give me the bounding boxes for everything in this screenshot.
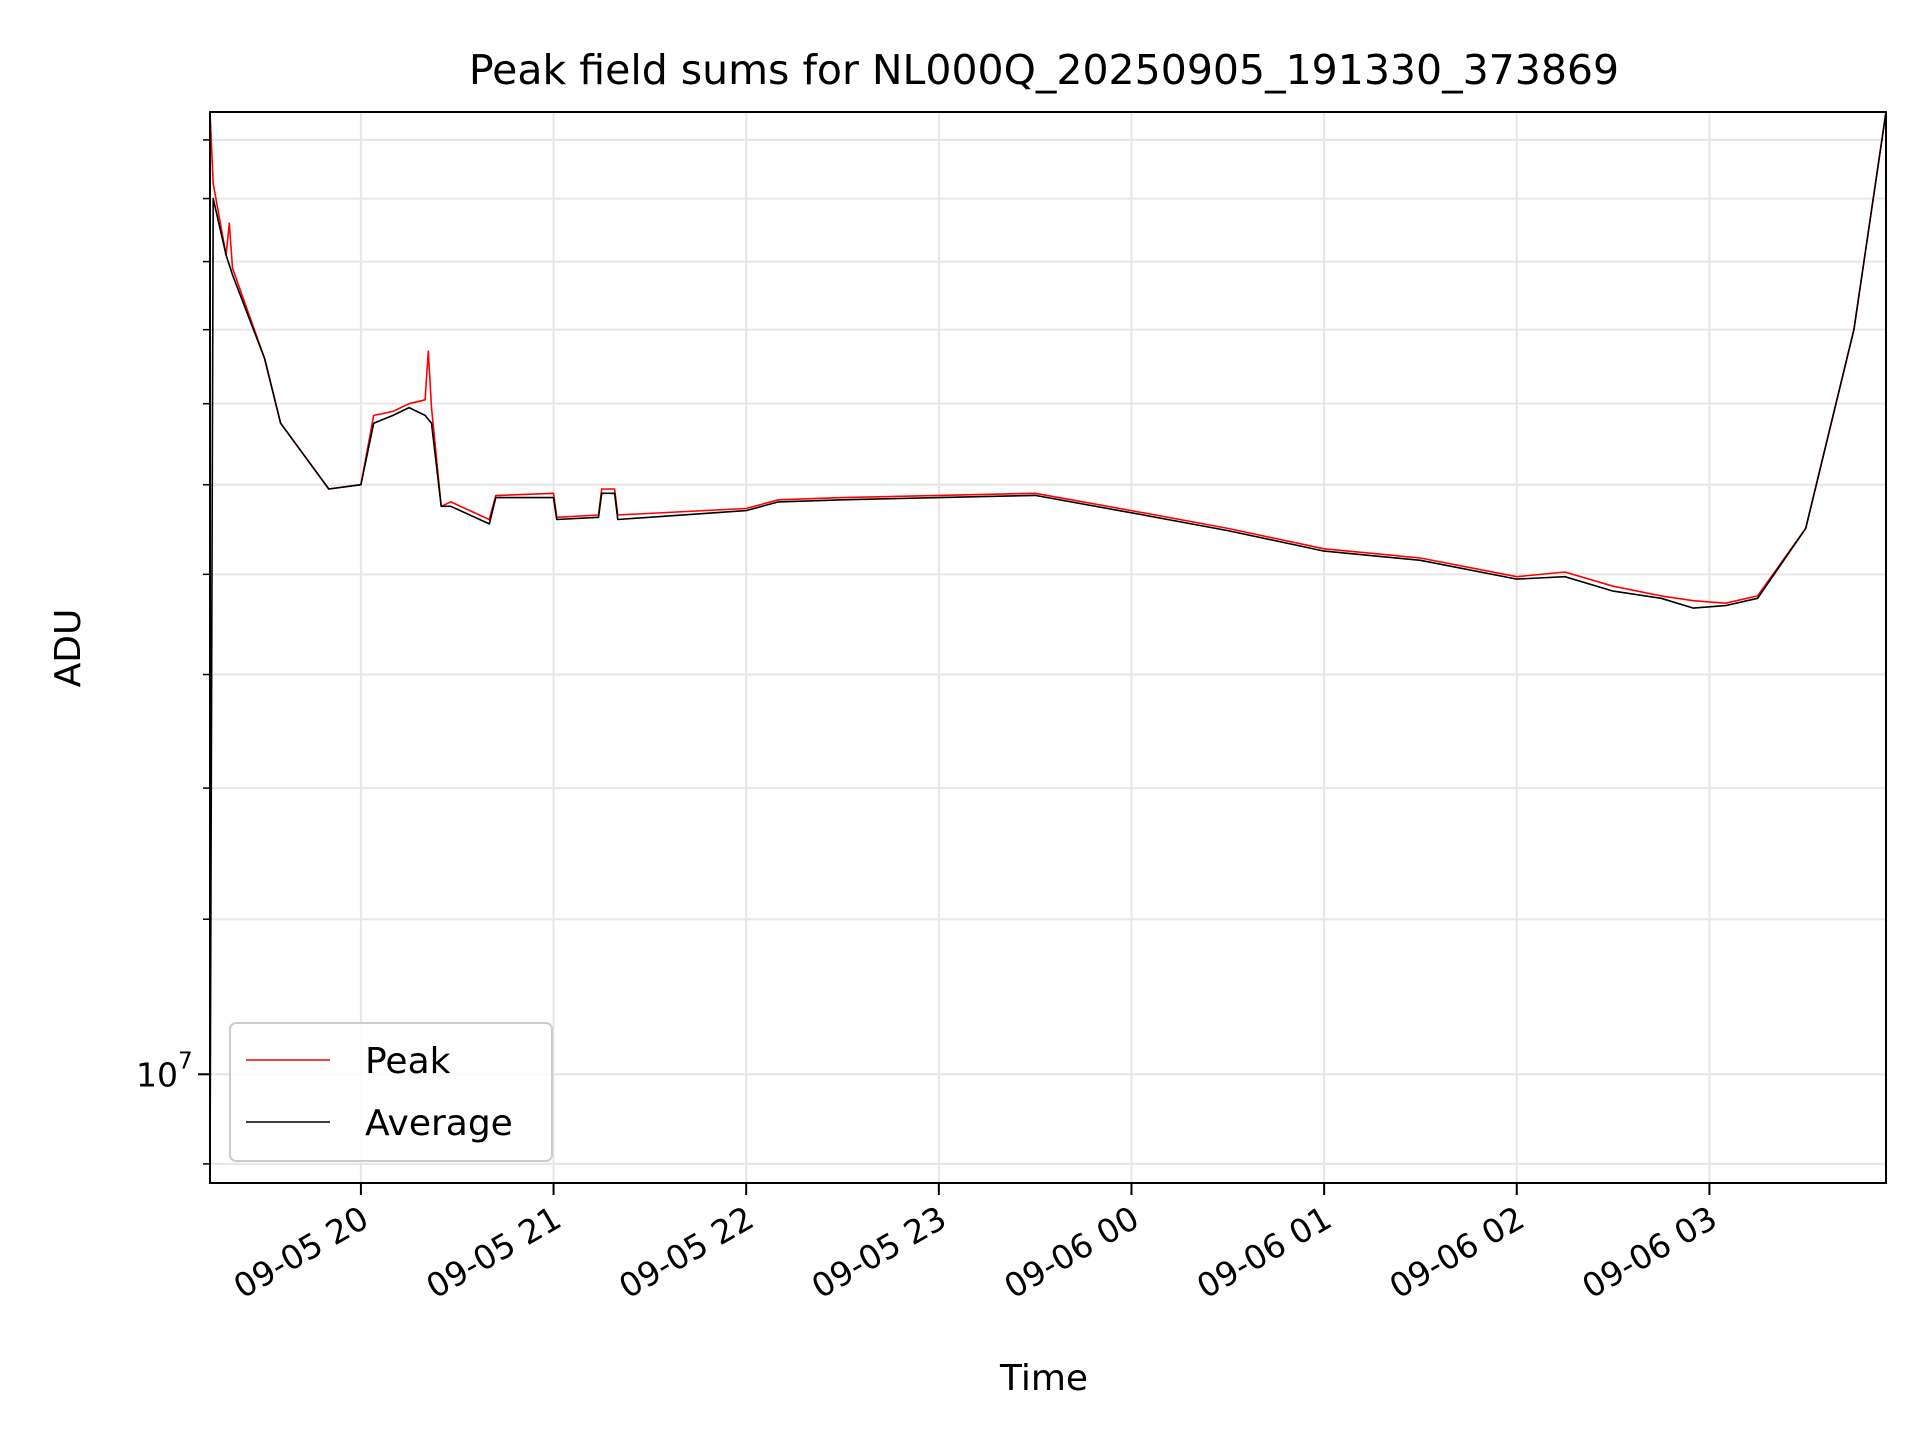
legend: Peak Average: [229, 1022, 553, 1162]
series-line-average: [209, 111, 1887, 1184]
legend-box: [229, 1022, 553, 1162]
grid-layer: [210, 112, 1886, 1183]
plot-frame: [209, 111, 1887, 1184]
y-axis-title: ADU: [48, 609, 89, 688]
legend-label-average: Average: [365, 1103, 513, 1144]
y-tick-label-exponent: 7: [178, 1048, 193, 1074]
x-axis-title: Time: [999, 1358, 1088, 1399]
legend-label-peak: Peak: [365, 1041, 451, 1082]
series-layer: [209, 111, 1887, 1184]
y-tick-label: 10: [136, 1055, 178, 1094]
chart-title: Peak field sums for NL000Q_20250905_1913…: [469, 46, 1619, 94]
